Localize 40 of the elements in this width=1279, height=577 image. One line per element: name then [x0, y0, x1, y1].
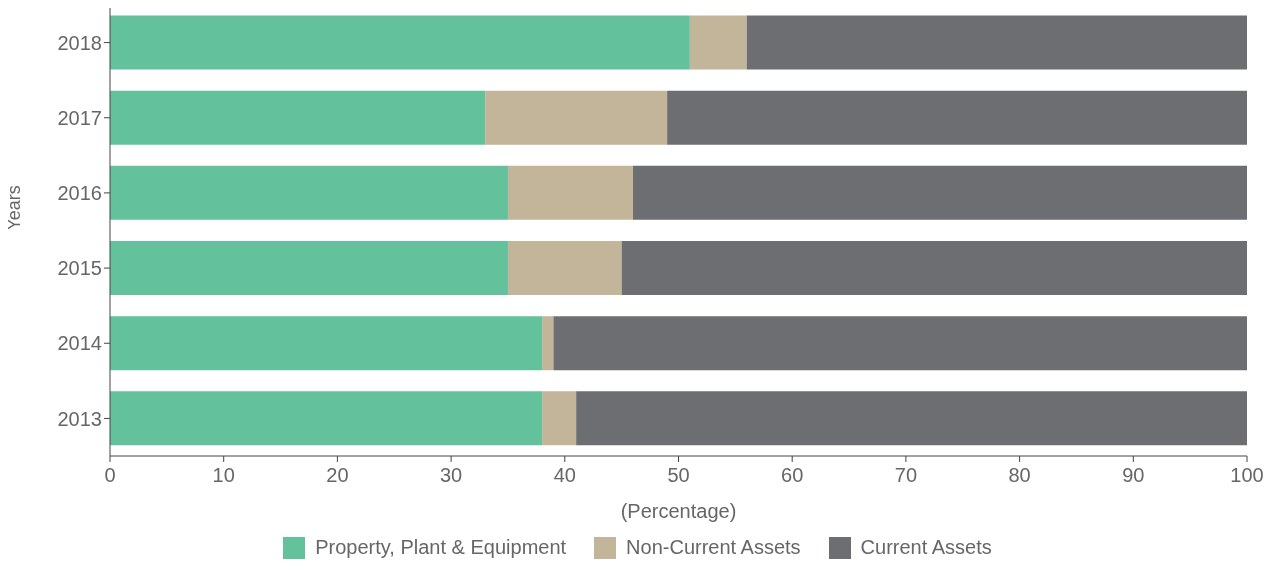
y-tick-label: 2018 [57, 31, 102, 54]
bar [110, 316, 543, 371]
bar [507, 241, 622, 296]
bar [553, 316, 1247, 371]
bar [110, 241, 508, 296]
x-tick-label: 0 [104, 464, 116, 487]
y-tick-label: 2016 [57, 182, 102, 205]
y-tick-label: 2017 [57, 106, 102, 129]
y-tick-label: 2015 [57, 257, 102, 280]
bar [110, 391, 543, 446]
bar [621, 241, 1247, 296]
x-tick-label: 20 [326, 464, 349, 487]
x-tick-label: 100 [1230, 464, 1264, 487]
y-axis-title: Years [4, 185, 25, 231]
x-tick-label: 30 [439, 464, 463, 487]
bar [689, 15, 747, 70]
legend-label: Non-Current Assets [626, 536, 801, 559]
bar [110, 90, 486, 145]
y-tick-label: 2013 [57, 407, 102, 430]
x-tick-label: 80 [1008, 464, 1031, 487]
x-tick-label: 40 [553, 464, 576, 487]
bar [576, 391, 1247, 446]
bar [485, 90, 668, 145]
bar [507, 165, 634, 220]
legend-label: Property, Plant & Equipment [315, 536, 567, 559]
bar [542, 391, 577, 446]
legend-label: Current Assets [860, 536, 992, 559]
x-tick-label: 10 [212, 464, 235, 487]
bar [542, 316, 554, 371]
x-axis-title: (Percentage) [620, 500, 737, 522]
x-tick-label: 70 [894, 464, 918, 487]
y-tick-label: 2014 [57, 332, 102, 355]
x-tick-label: 60 [781, 464, 804, 487]
bar [110, 15, 690, 70]
bar [633, 165, 1247, 220]
x-tick-label: 50 [667, 464, 690, 487]
bar [746, 15, 1247, 70]
bar [667, 90, 1247, 145]
x-tick-label: 90 [1122, 464, 1145, 487]
bar [110, 165, 508, 220]
